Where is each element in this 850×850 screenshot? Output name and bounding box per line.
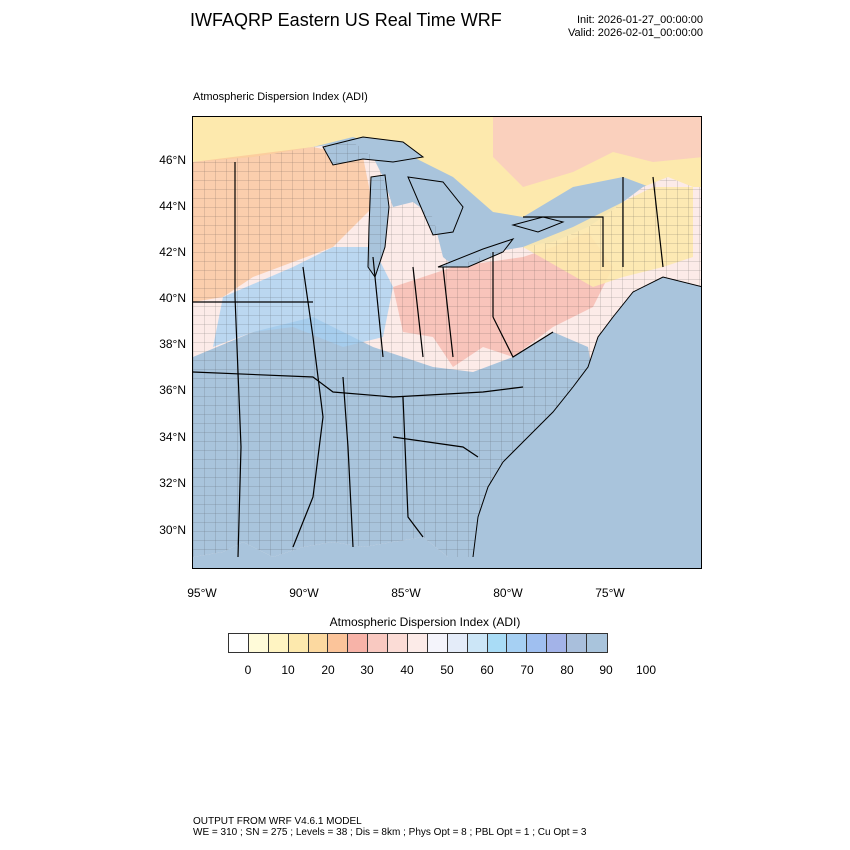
colorbar-swatch bbox=[248, 634, 269, 652]
colorbar-label: 90 bbox=[599, 663, 613, 677]
colorbar-swatch bbox=[587, 634, 607, 652]
colorbar-swatch bbox=[368, 634, 389, 652]
colorbar-swatch bbox=[408, 634, 428, 652]
colorbar-swatch bbox=[268, 634, 289, 652]
colorbar-swatch bbox=[288, 634, 309, 652]
lon-label: 80°W bbox=[493, 586, 523, 600]
model-version: OUTPUT FROM WRF V4.6.1 MODEL bbox=[193, 816, 362, 827]
colorbar bbox=[228, 633, 608, 653]
coastlines bbox=[322, 136, 701, 558]
lat-label: 32°N bbox=[159, 476, 186, 490]
colorbar-label: 30 bbox=[360, 663, 374, 677]
county-lines bbox=[193, 142, 701, 557]
lon-label: 85°W bbox=[391, 586, 421, 600]
time-info: Init: 2026-01-27_00:00:00 Valid: 2026-02… bbox=[568, 14, 703, 40]
lat-label: 44°N bbox=[159, 199, 186, 213]
lat-label: 38°N bbox=[159, 337, 186, 351]
colorbar-label: 40 bbox=[400, 663, 414, 677]
colorbar-title: Atmospheric Dispersion Index (ADI) bbox=[329, 615, 521, 629]
model-info: OUTPUT FROM WRF V4.6.1 MODEL WE = 310 ; … bbox=[193, 816, 586, 838]
lon-label: 90°W bbox=[289, 586, 319, 600]
colorbar-label: 0 bbox=[244, 663, 252, 677]
colorbar-swatch bbox=[447, 634, 468, 652]
state-boundaries bbox=[193, 162, 664, 558]
colorbar-label: 100 bbox=[635, 663, 657, 677]
valid-time: Valid: 2026-02-01_00:00:00 bbox=[568, 27, 703, 39]
colorbar-swatch bbox=[467, 634, 488, 652]
page-title: IWFAQRP Eastern US Real Time WRF bbox=[190, 10, 502, 30]
lat-label: 36°N bbox=[159, 383, 186, 397]
colorbar-swatch bbox=[388, 634, 409, 652]
lat-label: 40°N bbox=[159, 291, 186, 305]
colorbar-label: 70 bbox=[520, 663, 534, 677]
colorbar-swatch bbox=[547, 634, 568, 652]
colorbar-swatch bbox=[527, 634, 548, 652]
colorbar-label: 80 bbox=[560, 663, 574, 677]
colorbar-label: 10 bbox=[281, 663, 295, 677]
colorbar-label: 50 bbox=[440, 663, 454, 677]
map-subtitle: Atmospheric Dispersion Index (ADI) bbox=[193, 91, 368, 103]
colorbar-swatch bbox=[348, 634, 369, 652]
colorbar-swatch bbox=[507, 634, 528, 652]
adi-map bbox=[193, 117, 701, 568]
colorbar-label: 60 bbox=[480, 663, 494, 677]
colorbar-swatch bbox=[328, 634, 349, 652]
lat-label: 42°N bbox=[159, 245, 186, 259]
canada-pink-area bbox=[493, 117, 701, 187]
lat-label: 30°N bbox=[159, 523, 186, 537]
init-time: Init: 2026-01-27_00:00:00 bbox=[577, 14, 703, 26]
colorbar-label: 20 bbox=[321, 663, 335, 677]
colorbar-swatch bbox=[308, 634, 329, 652]
colorbar-swatch bbox=[487, 634, 508, 652]
colorbar-swatch bbox=[229, 634, 249, 652]
lon-label: 75°W bbox=[595, 586, 625, 600]
colorbar-swatch bbox=[427, 634, 448, 652]
lat-label: 46°N bbox=[159, 153, 186, 167]
colorbar-swatch bbox=[567, 634, 588, 652]
lake-huron bbox=[408, 177, 463, 235]
lon-label: 95°W bbox=[187, 586, 217, 600]
map-panel bbox=[192, 116, 702, 569]
lat-label: 34°N bbox=[159, 430, 186, 444]
model-params: WE = 310 ; SN = 275 ; Levels = 38 ; Dis … bbox=[193, 827, 587, 838]
